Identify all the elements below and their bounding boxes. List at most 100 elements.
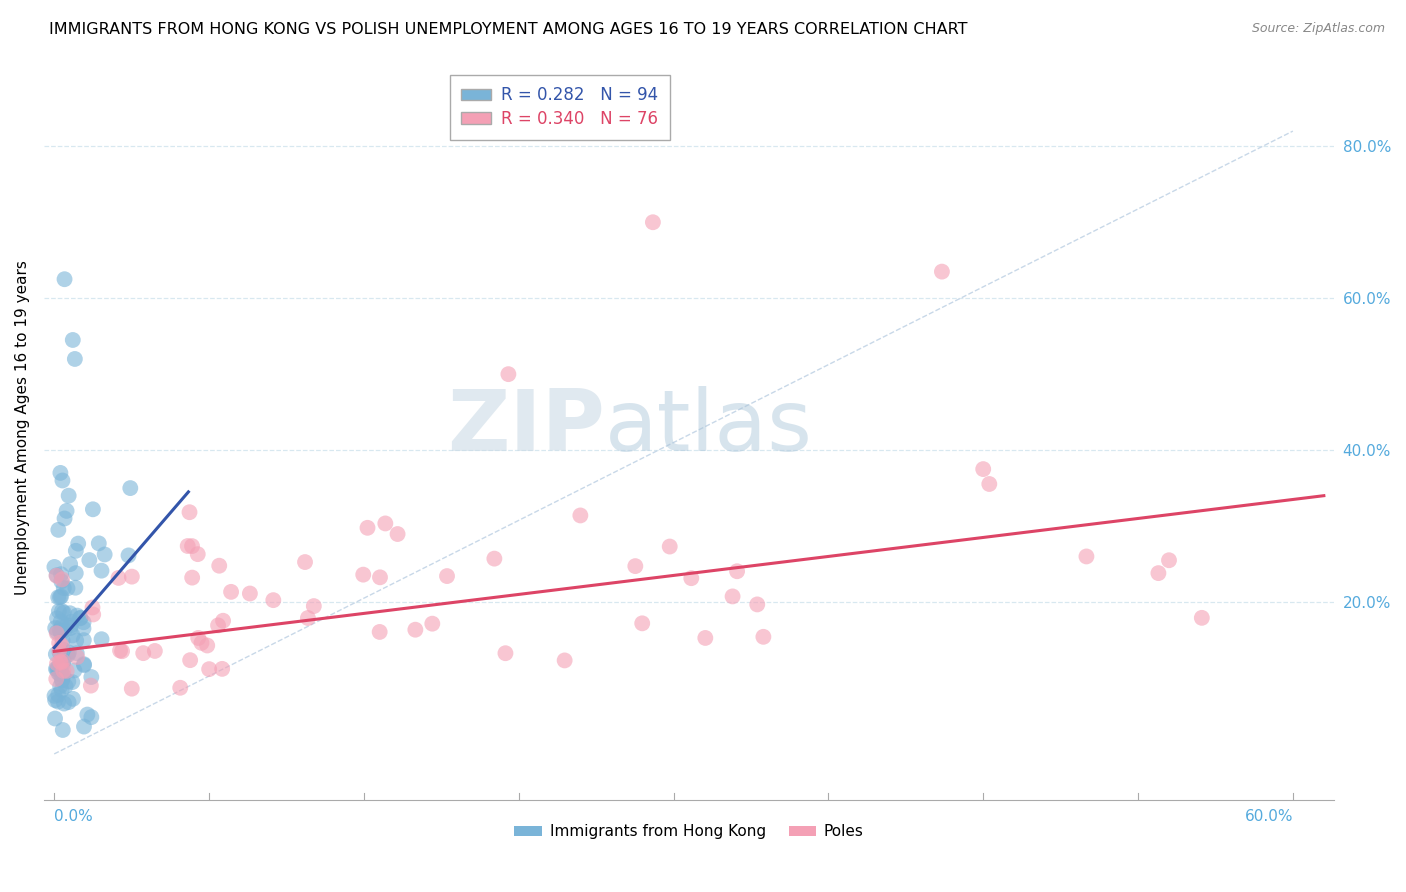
Point (177, 539, 200, 553)
Point (87, 536, 110, 550)
Point (51, 673, 73, 688)
Point (53, 623, 76, 637)
Point (143, 644, 166, 658)
Point (58, 674, 80, 689)
Point (59, 621, 82, 635)
Point (82, 502, 104, 516)
Point (46, 591, 69, 605)
Point (208, 558, 231, 573)
Point (44, 560, 66, 574)
Point (195, 639, 218, 653)
Point (51, 574, 73, 589)
Point (187, 547, 209, 561)
Point (211, 662, 233, 676)
Point (73, 658, 96, 673)
Point (681, 571, 703, 585)
Point (187, 631, 209, 645)
Point (190, 636, 212, 650)
Point (52, 642, 75, 657)
Point (49, 615, 72, 629)
Point (56, 582, 79, 596)
Point (60, 675, 83, 690)
Point (55, 504, 77, 518)
Point (352, 567, 374, 582)
Point (52, 606, 75, 620)
Point (49, 667, 72, 681)
Point (69, 611, 91, 625)
Point (725, 564, 748, 578)
Point (368, 570, 391, 584)
Point (121, 569, 143, 583)
Point (420, 616, 443, 631)
Point (198, 662, 221, 676)
Point (69, 611, 91, 625)
Point (51, 673, 73, 687)
Point (498, 367, 520, 381)
Point (721, 590, 744, 604)
Point (752, 630, 775, 644)
Point (55, 679, 77, 693)
Point (65, 566, 87, 581)
Point (48, 666, 70, 681)
Point (93, 548, 115, 562)
Text: 60.0%: 60.0% (1244, 809, 1294, 823)
Point (59, 618, 82, 632)
Point (569, 508, 592, 523)
Point (63, 664, 86, 678)
Point (387, 527, 409, 541)
Point (46, 688, 69, 702)
Point (45, 647, 67, 661)
Point (63, 351, 86, 366)
Point (59, 606, 82, 620)
Point (76, 707, 98, 722)
Point (49, 655, 72, 669)
Point (52, 723, 75, 737)
Point (48, 636, 70, 650)
Point (55, 618, 77, 632)
Point (49, 590, 72, 604)
Point (80, 670, 103, 684)
Point (72, 621, 94, 635)
Point (60, 615, 83, 629)
Point (404, 623, 426, 637)
Point (169, 681, 191, 695)
Point (46, 661, 69, 675)
Point (1157, 553, 1180, 567)
Point (52, 633, 75, 648)
Point (49, 567, 72, 582)
Legend: Immigrants from Hong Kong, Poles: Immigrants from Hong Kong, Poles (509, 818, 870, 846)
Point (52, 669, 75, 683)
Point (45, 672, 67, 686)
Point (56, 648, 79, 662)
Point (1076, 549, 1098, 564)
Point (49, 679, 72, 693)
Point (107, 571, 129, 585)
Point (45, 626, 67, 640)
Text: IMMIGRANTS FROM HONG KONG VS POLISH UNEMPLOYMENT AMONG AGES 16 TO 19 YEARS CORRE: IMMIGRANTS FROM HONG KONG VS POLISH UNEM… (49, 22, 967, 37)
Point (356, 521, 378, 535)
Point (45, 568, 67, 582)
Point (45, 662, 67, 676)
Point (374, 516, 396, 531)
Point (52, 581, 75, 595)
Point (658, 540, 681, 554)
Point (52, 657, 75, 671)
Point (65, 543, 87, 558)
Y-axis label: Unemployment Among Ages 16 to 19 years: Unemployment Among Ages 16 to 19 years (15, 260, 30, 595)
Point (73, 657, 96, 672)
Point (59, 557, 82, 571)
Point (294, 555, 316, 569)
Point (46, 657, 69, 671)
Point (51, 654, 73, 668)
Point (44, 689, 66, 703)
Point (45, 568, 67, 582)
Point (972, 462, 994, 476)
Text: ZIP: ZIP (447, 386, 605, 469)
Text: Source: ZipAtlas.com: Source: ZipAtlas.com (1251, 22, 1385, 36)
Point (207, 618, 229, 632)
Point (44, 712, 66, 726)
Point (262, 593, 284, 607)
Point (46, 611, 69, 625)
Point (979, 477, 1001, 491)
Point (82, 607, 104, 622)
